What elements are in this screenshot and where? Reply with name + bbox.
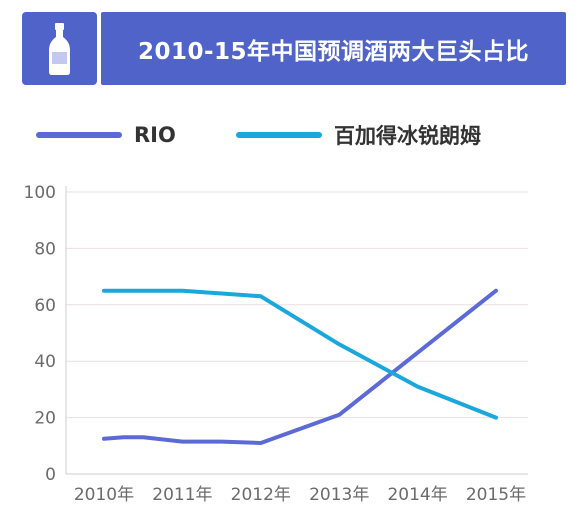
y-tick-label-100: 100	[24, 183, 56, 203]
y-tick-label-80: 80	[34, 239, 56, 259]
legend-swatch-rio	[36, 132, 122, 138]
y-tick-label-60: 60	[34, 296, 56, 316]
y-tick-label-0: 0	[45, 465, 56, 485]
page-title: 2010-15年中国预调酒两大巨头占比	[137, 38, 530, 65]
x-tick-label-0: 2010年	[74, 485, 134, 505]
bottle-icon	[49, 23, 70, 75]
x-tick-label-1: 2011年	[152, 485, 212, 505]
series-line-1	[102, 288, 498, 420]
title-banner: 2010-15年中国预调酒两大巨头占比	[101, 12, 566, 85]
x-tick-label-3: 2013年	[309, 485, 369, 505]
header-icon-box	[22, 12, 97, 85]
y-tick-label-20: 20	[34, 409, 56, 429]
legend-label-baijia: 百加得冰锐朗姆	[334, 124, 481, 148]
y-tick-label-40: 40	[34, 352, 56, 372]
legend-swatch-baijia	[236, 132, 322, 138]
x-tick-label-5: 2015年	[466, 485, 526, 505]
x-tick-label-2: 2012年	[231, 485, 291, 505]
legend-label-rio: RIO	[134, 123, 176, 147]
legend-item-rio: RIO	[36, 122, 176, 148]
x-tick-label-4: 2014年	[387, 485, 447, 505]
series-line-0	[102, 288, 498, 445]
legend-item-baijia: 百加得冰锐朗姆	[236, 122, 481, 148]
